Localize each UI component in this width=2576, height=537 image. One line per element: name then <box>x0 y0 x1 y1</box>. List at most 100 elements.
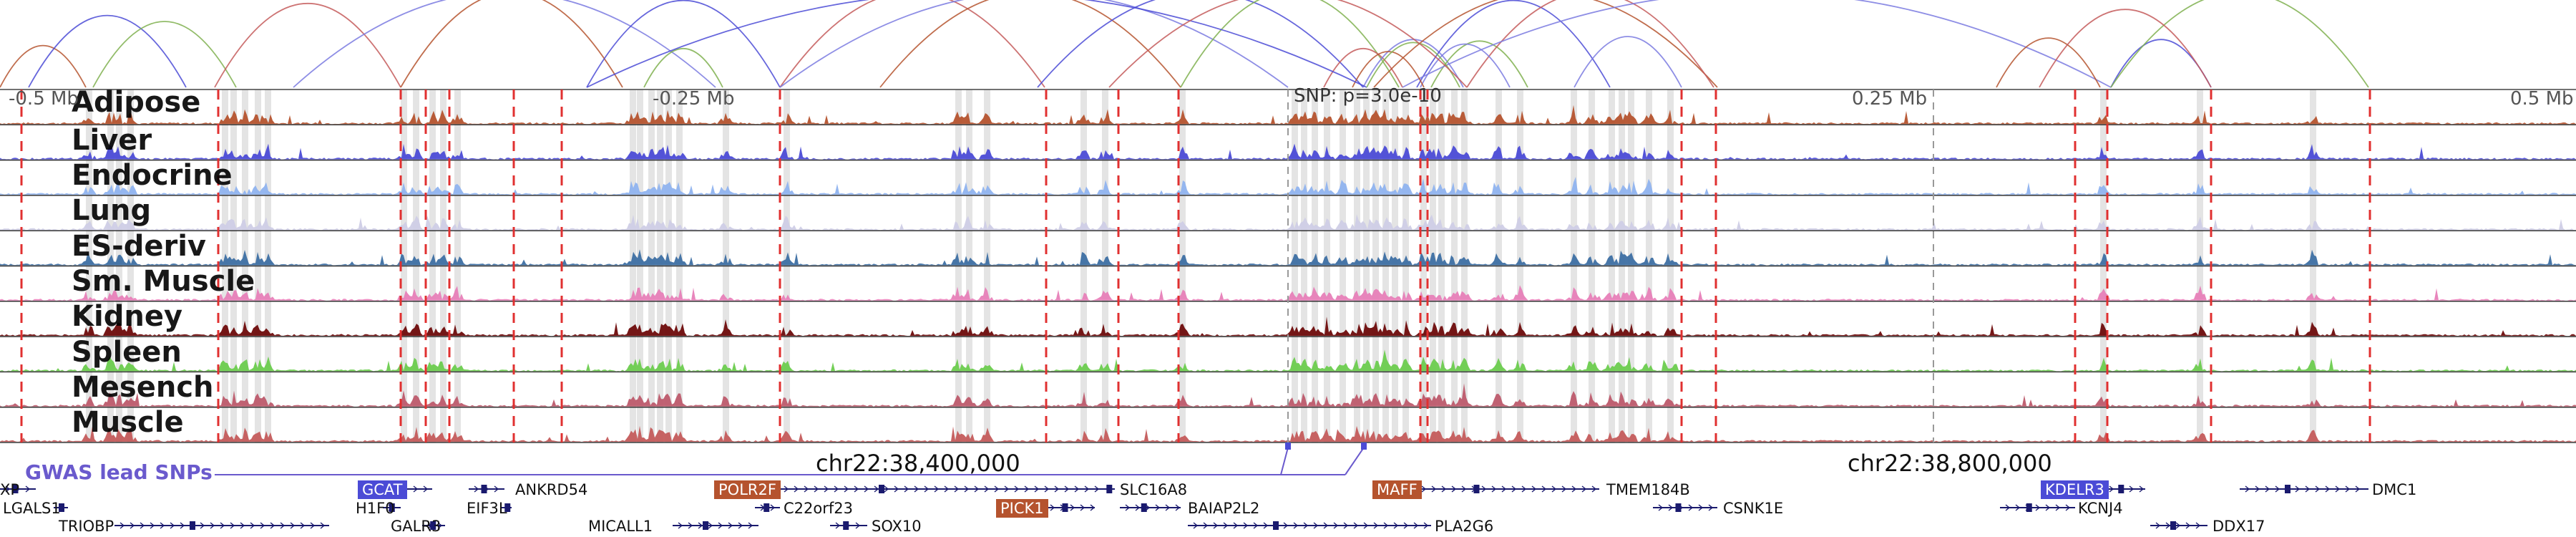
gene-lgals1: LGALS1 <box>3 500 61 517</box>
gene-strand-arrow <box>140 522 145 529</box>
signal-track <box>0 425 2576 442</box>
interaction-arc <box>1362 39 1464 88</box>
gene-kdelr3: KDELR3 <box>2041 480 2109 499</box>
gene-strand-arrow <box>2065 504 2071 511</box>
gene-strand-arrow <box>894 485 899 493</box>
gene-galr3: GALR3 <box>391 518 441 535</box>
gene-strand-arrow <box>698 522 703 529</box>
gene-strand-arrow <box>280 522 286 529</box>
gene-strand-arrow <box>2185 522 2191 529</box>
gene-exon <box>504 503 511 512</box>
interaction-arc <box>779 0 1045 88</box>
gene-strand-arrow <box>1421 485 1427 493</box>
gene-strand-arrow <box>250 522 255 529</box>
gene-exon <box>1062 503 1068 512</box>
gene-eif3l: EIF3L <box>467 500 507 517</box>
gene-strand-arrow <box>310 522 316 529</box>
gwas-snp-marker <box>1285 442 1291 450</box>
gene-strand-arrow <box>854 485 859 493</box>
gene-strand-arrow <box>964 485 970 493</box>
gene-strand-arrow <box>708 522 713 529</box>
gene-strand-arrow <box>1175 504 1181 511</box>
gene-strand-arrow <box>1333 522 1339 529</box>
interaction-arc <box>1402 0 2112 88</box>
track-label-sm-muscle: Sm. Muscle <box>72 265 255 298</box>
gene-strand-arrow <box>678 522 683 529</box>
track-label-endocrine: Endocrine <box>72 159 233 192</box>
gwas-snp-marker <box>1361 442 1367 450</box>
gene-csnk1e: CSNK1E <box>1723 500 1784 517</box>
interaction-arc <box>586 0 781 88</box>
gene-strand-arrow <box>1491 485 1497 493</box>
gene-strand-arrow <box>1561 485 1567 493</box>
gene-strand-arrow <box>1165 504 1171 511</box>
gene-pla2g6: PLA2G6 <box>1435 518 1494 535</box>
gene-exon <box>1141 503 1147 512</box>
gene-strand-arrow <box>2015 504 2021 511</box>
gene-strand-arrow <box>934 485 940 493</box>
signal-track <box>0 383 2576 407</box>
interaction-arc <box>779 0 1289 88</box>
gene-strand-arrow <box>2315 485 2321 493</box>
gene-strand-arrow <box>2305 485 2311 493</box>
gene-strand-arrow <box>864 485 869 493</box>
gene-strand-arrow <box>1243 522 1249 529</box>
gene-strand-arrow <box>130 522 135 529</box>
gene-strand-arrow <box>1233 522 1239 529</box>
gene-exon <box>1273 521 1279 530</box>
gene-strand-arrow <box>1263 522 1269 529</box>
gene-strand-arrow <box>1323 522 1329 529</box>
gene-strand-arrow <box>160 522 165 529</box>
interaction-arc <box>28 14 187 88</box>
gene-strand-arrow <box>1303 522 1309 529</box>
gene-strand-arrow <box>1024 485 1030 493</box>
gene-strand-arrow <box>1034 485 1040 493</box>
track-label-muscle: Muscle <box>72 406 184 439</box>
signal-track <box>0 177 2576 195</box>
gene-baiap2l2: BAIAP2L2 <box>1188 500 1260 517</box>
interaction-arc <box>293 0 716 88</box>
signal-track <box>0 105 2576 125</box>
interaction-arc <box>879 0 1181 88</box>
gene-exon <box>389 503 395 512</box>
gene-c22orf23: C22orf23 <box>784 500 853 517</box>
gene-strand-arrow <box>2055 504 2061 511</box>
gene-strand-arrow <box>728 522 733 529</box>
coordinate-label-left: chr22:38,400,000 <box>816 450 1020 477</box>
gene-strand-arrow <box>1441 485 1447 493</box>
gene-pick1: PICK1 <box>996 499 1048 518</box>
gene-strand-arrow <box>1658 504 1664 511</box>
gene-strand-arrow <box>1125 504 1131 511</box>
gene-strand-arrow <box>844 485 849 493</box>
axis-tick-minus-half-mb: -0.5 Mb <box>9 88 79 110</box>
gene-strand-arrow <box>437 522 443 529</box>
track-label-kidney: Kidney <box>72 300 183 333</box>
gene-strand-arrow <box>1451 485 1457 493</box>
interaction-arc <box>1420 43 1511 88</box>
gwas-link-line <box>1280 447 1289 475</box>
gene-strand-arrow <box>119 522 125 529</box>
gene-strand-arrow <box>2265 485 2270 493</box>
gene-strand-arrow <box>814 485 819 493</box>
gene-strand-arrow <box>1070 504 1075 511</box>
gene-strand-arrow <box>1080 504 1085 511</box>
gene-strand-arrow <box>1253 522 1259 529</box>
gene-maff: MAFF <box>1372 480 1422 499</box>
interaction-arc <box>643 48 723 88</box>
gene-strand-arrow <box>494 485 499 493</box>
gene-strand-arrow <box>423 485 429 493</box>
gene-strand-arrow <box>824 485 829 493</box>
interaction-arc <box>2039 9 2212 88</box>
gene-strand-arrow <box>1155 504 1161 511</box>
gene-strand-arrow <box>1461 485 1467 493</box>
gene-strand-arrow <box>1090 504 1096 511</box>
interaction-arc <box>400 0 623 88</box>
gene-strand-arrow <box>1223 522 1229 529</box>
gene-strand-arrow <box>1014 485 1020 493</box>
gene-strand-arrow <box>230 522 235 529</box>
gene-strand-arrow <box>688 522 693 529</box>
gene-exon <box>1473 485 1480 493</box>
gene-exon <box>703 521 708 530</box>
gene-exon <box>12 485 19 493</box>
